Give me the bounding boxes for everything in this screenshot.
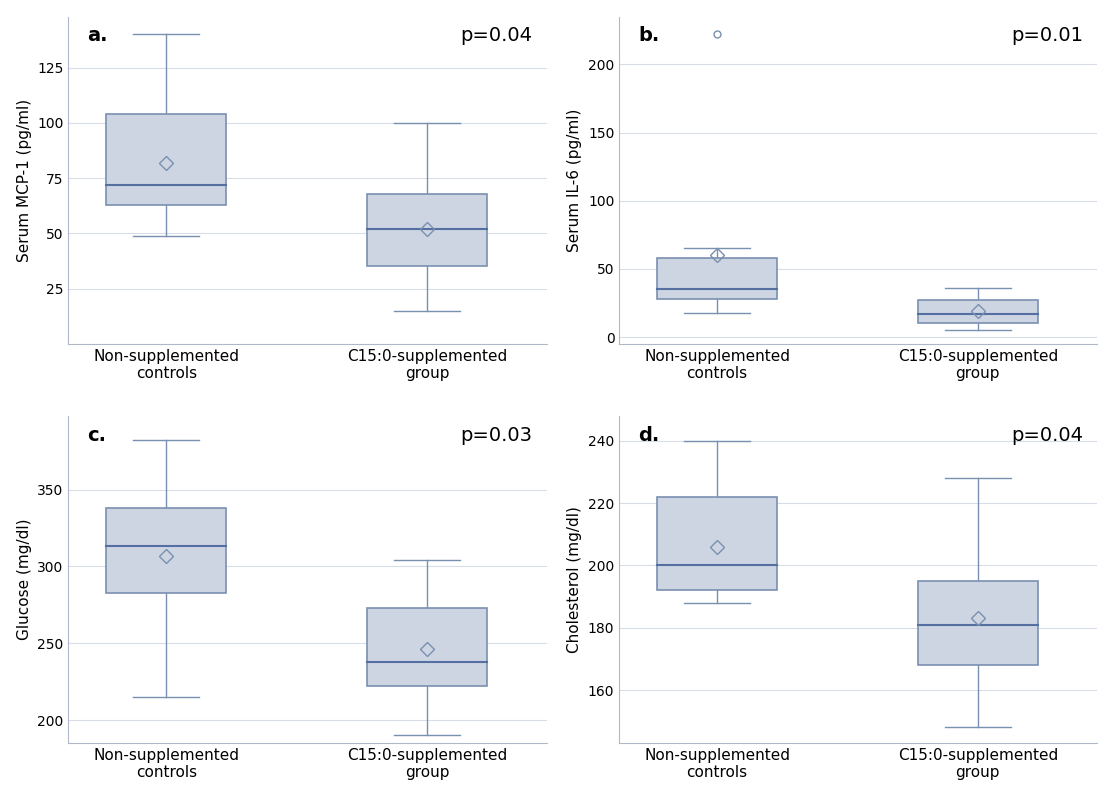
Text: b.: b. bbox=[638, 26, 659, 45]
Y-axis label: Serum IL-6 (pg/ml): Serum IL-6 (pg/ml) bbox=[567, 108, 583, 252]
Text: a.: a. bbox=[88, 26, 108, 45]
FancyBboxPatch shape bbox=[368, 608, 487, 686]
FancyBboxPatch shape bbox=[918, 300, 1037, 324]
Text: d.: d. bbox=[638, 426, 659, 445]
FancyBboxPatch shape bbox=[368, 194, 487, 266]
FancyBboxPatch shape bbox=[107, 508, 226, 592]
Y-axis label: Serum MCP-1 (pg/ml): Serum MCP-1 (pg/ml) bbox=[17, 99, 31, 262]
FancyBboxPatch shape bbox=[107, 114, 226, 205]
Text: p=0.03: p=0.03 bbox=[460, 426, 532, 445]
Text: p=0.04: p=0.04 bbox=[1012, 426, 1083, 445]
Text: p=0.01: p=0.01 bbox=[1012, 26, 1083, 45]
FancyBboxPatch shape bbox=[657, 497, 776, 591]
Text: c.: c. bbox=[88, 426, 107, 445]
Y-axis label: Glucose (mg/dl): Glucose (mg/dl) bbox=[17, 519, 32, 640]
Y-axis label: Cholesterol (mg/dl): Cholesterol (mg/dl) bbox=[567, 506, 583, 653]
FancyBboxPatch shape bbox=[657, 258, 776, 299]
FancyBboxPatch shape bbox=[918, 581, 1037, 665]
Text: p=0.04: p=0.04 bbox=[460, 26, 532, 45]
